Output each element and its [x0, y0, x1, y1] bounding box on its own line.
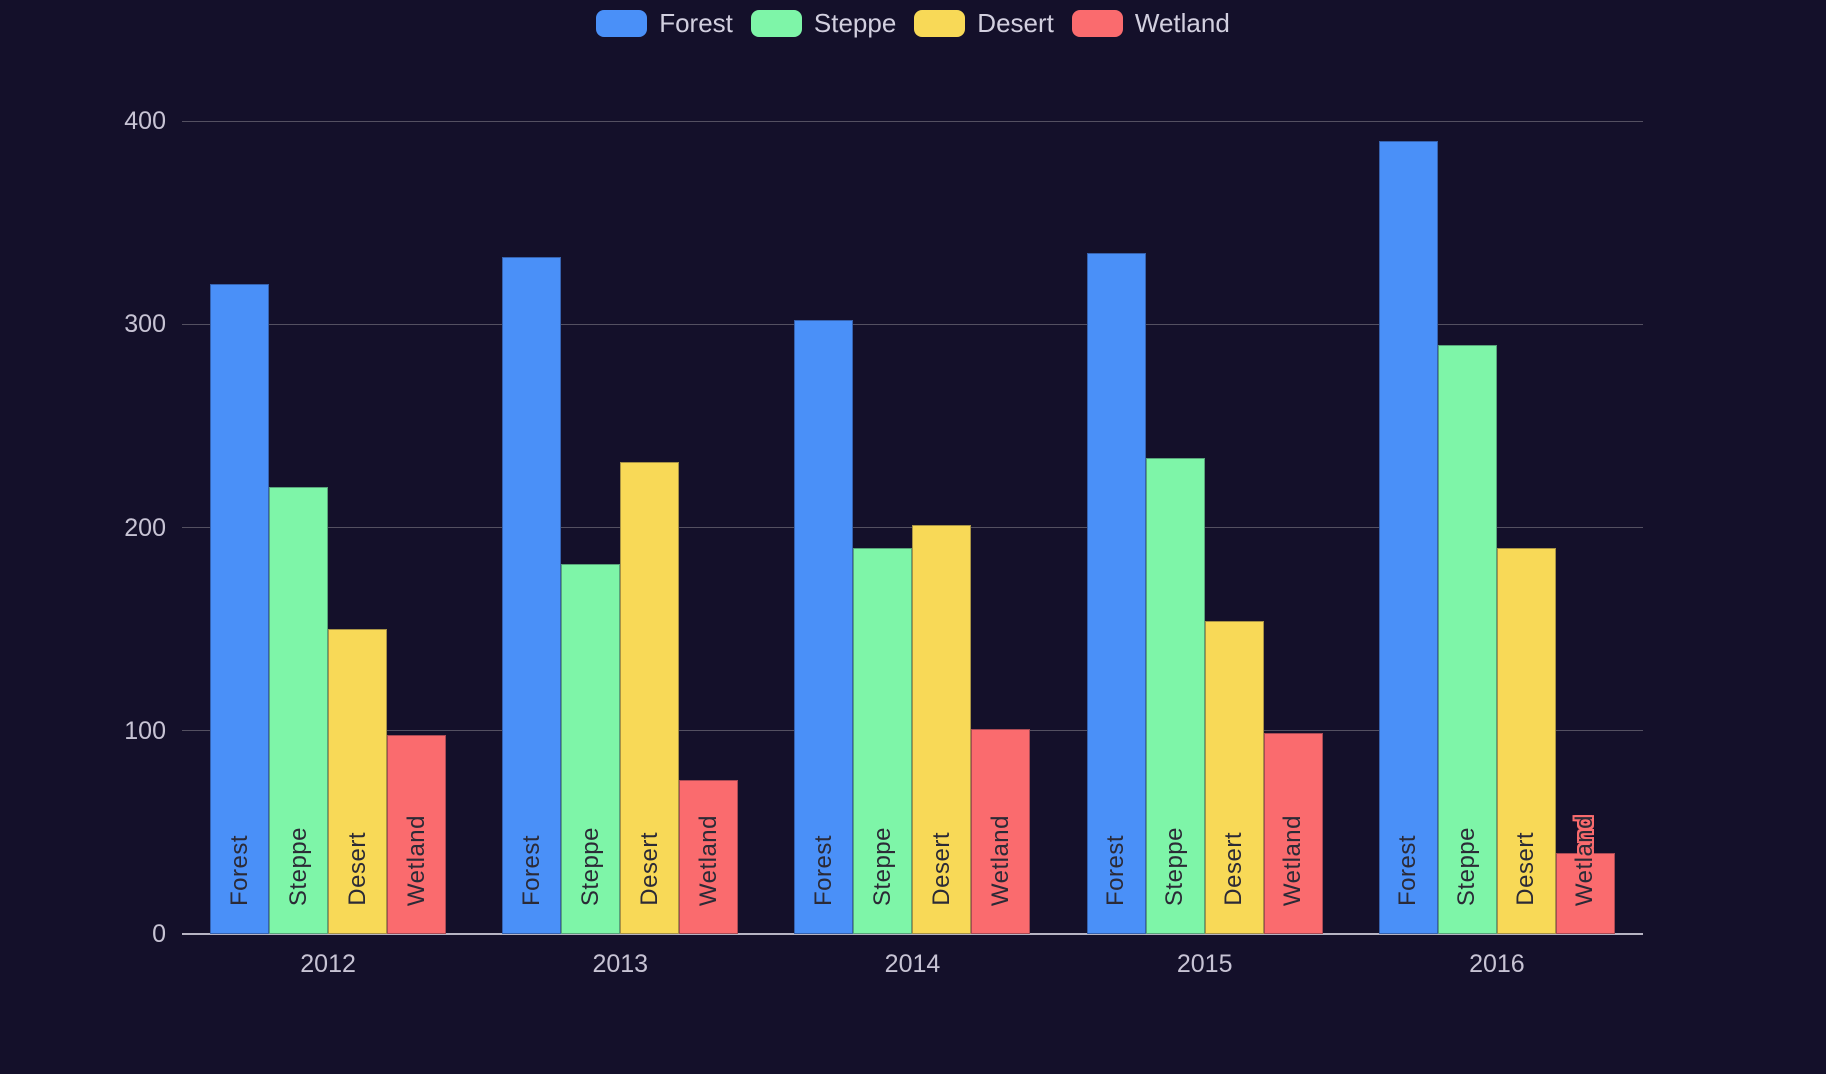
- bar-inner-label: Steppe: [868, 826, 896, 906]
- legend-label: Desert: [977, 8, 1054, 38]
- bar-inner-label: Desert: [635, 832, 663, 906]
- gridline-300: [182, 323, 1643, 325]
- bar-2016-wetland[interactable]: Wetland: [1555, 815, 1615, 934]
- bar-2012-forest[interactable]: Forest: [210, 284, 270, 934]
- bar-2016-forest[interactable]: Forest: [1378, 141, 1438, 934]
- category-band-2014: Forest Steppe Desert Wetland 2014: [766, 121, 1058, 978]
- bar-2015-wetland[interactable]: Wetland: [1263, 733, 1323, 934]
- legend-item-wetland[interactable]: Wetland: [1071, 8, 1230, 38]
- bar-inner-label: Desert: [1220, 832, 1248, 906]
- plot-area: 0 100 200 300 400 Forest Steppe Desert Wetland 20…: [124, 108, 1643, 978]
- legend-swatch-icon: [1071, 9, 1123, 37]
- bars-row-2013: Forest Steppe Desert Wetland: [474, 257, 766, 934]
- bars-row-2015: Forest Steppe Desert Wetland: [1059, 253, 1351, 934]
- bar-inner-label: Desert: [343, 832, 371, 906]
- bar-2012-desert[interactable]: Desert: [328, 629, 388, 934]
- category-band-2012: Forest Steppe Desert Wetland 2012: [182, 121, 474, 978]
- bar-2012-wetland[interactable]: Wetland: [387, 735, 447, 934]
- x-tick-label-2015: 2015: [1176, 950, 1233, 978]
- legend-label: Steppe: [813, 8, 897, 38]
- bars-row-2014: Forest Steppe Desert Wetland: [766, 320, 1058, 934]
- bar-2014-wetland[interactable]: Wetland: [971, 729, 1031, 934]
- bar-2013-forest[interactable]: Forest: [502, 257, 562, 934]
- x-tick-label-2016: 2016: [1469, 950, 1525, 978]
- legend-swatch-icon: [914, 9, 966, 37]
- bar-inner-label: Forest: [517, 834, 545, 906]
- bar-inner-label: Wetland: [986, 814, 1014, 906]
- bar-2012-steppe[interactable]: Steppe: [269, 487, 329, 934]
- chart-legend: Forest Steppe Desert Wetland: [0, 8, 1826, 38]
- bar-2015-steppe[interactable]: Steppe: [1145, 458, 1205, 934]
- bar-inner-label: Wetland: [1279, 814, 1307, 906]
- x-tick-label-2013: 2013: [592, 950, 649, 978]
- bar-2016-desert[interactable]: Desert: [1496, 548, 1556, 934]
- bar-inner-label: Steppe: [284, 826, 312, 906]
- legend-swatch-icon: [750, 9, 802, 37]
- bar-inner-label: Steppe: [1453, 826, 1481, 906]
- bar-inner-label: Wetland: [1571, 814, 1599, 906]
- bar-inner-label: Steppe: [1161, 826, 1189, 906]
- category-band-2015: Forest Steppe Desert Wetland 2015: [1059, 121, 1351, 978]
- legend-item-steppe[interactable]: Steppe: [750, 8, 897, 38]
- bar-inner-label: Forest: [225, 834, 253, 906]
- bar-2013-wetland[interactable]: Wetland: [679, 780, 739, 934]
- bar-2015-desert[interactable]: Desert: [1204, 621, 1264, 934]
- gridline-400: [182, 120, 1643, 122]
- bar-inner-label: Forest: [1394, 834, 1422, 906]
- x-axis-line: [182, 933, 1643, 935]
- x-tick-label-2012: 2012: [300, 950, 356, 978]
- bar-2016-steppe[interactable]: Steppe: [1437, 345, 1497, 934]
- category-band-2013: Forest Steppe Desert Wetland 2013: [474, 121, 766, 978]
- bars-row-2012: Forest Steppe Desert Wetland: [182, 284, 474, 934]
- bar-inner-label: Wetland: [402, 814, 430, 906]
- bar-2013-desert[interactable]: Desert: [620, 462, 680, 934]
- legend-item-forest[interactable]: Forest: [596, 8, 733, 38]
- y-tick-label-200: 200: [124, 513, 166, 542]
- y-tick-label-300: 300: [124, 310, 166, 339]
- bar-2014-steppe[interactable]: Steppe: [853, 548, 913, 934]
- bar-inner-label: Desert: [927, 832, 955, 906]
- bar-2013-steppe[interactable]: Steppe: [561, 564, 621, 934]
- x-tick-label-2014: 2014: [884, 950, 941, 978]
- bar-inner-label: Forest: [1102, 834, 1130, 906]
- legend-label: Wetland: [1134, 8, 1230, 38]
- bar-inner-label: Wetland: [694, 814, 722, 906]
- bar-2015-forest[interactable]: Forest: [1086, 253, 1146, 934]
- bar-2014-forest[interactable]: Forest: [794, 320, 854, 934]
- y-tick-label-0: 0: [152, 920, 166, 948]
- y-tick-label-400: 400: [124, 107, 166, 135]
- bar-2014-desert[interactable]: Desert: [912, 525, 972, 934]
- category-band-2016: Forest Steppe Desert Wetland 2016: [1351, 121, 1643, 978]
- bar-inner-label: Forest: [809, 834, 837, 906]
- legend-swatch-icon: [596, 9, 648, 37]
- y-tick-label-100: 100: [124, 716, 166, 745]
- legend-label: Forest: [659, 8, 733, 38]
- bar-inner-label: Desert: [1512, 832, 1540, 906]
- legend-item-desert[interactable]: Desert: [914, 8, 1054, 38]
- bars-row-2016: Forest Steppe Desert Wetland: [1351, 141, 1643, 934]
- bar-inner-label: Steppe: [576, 826, 604, 906]
